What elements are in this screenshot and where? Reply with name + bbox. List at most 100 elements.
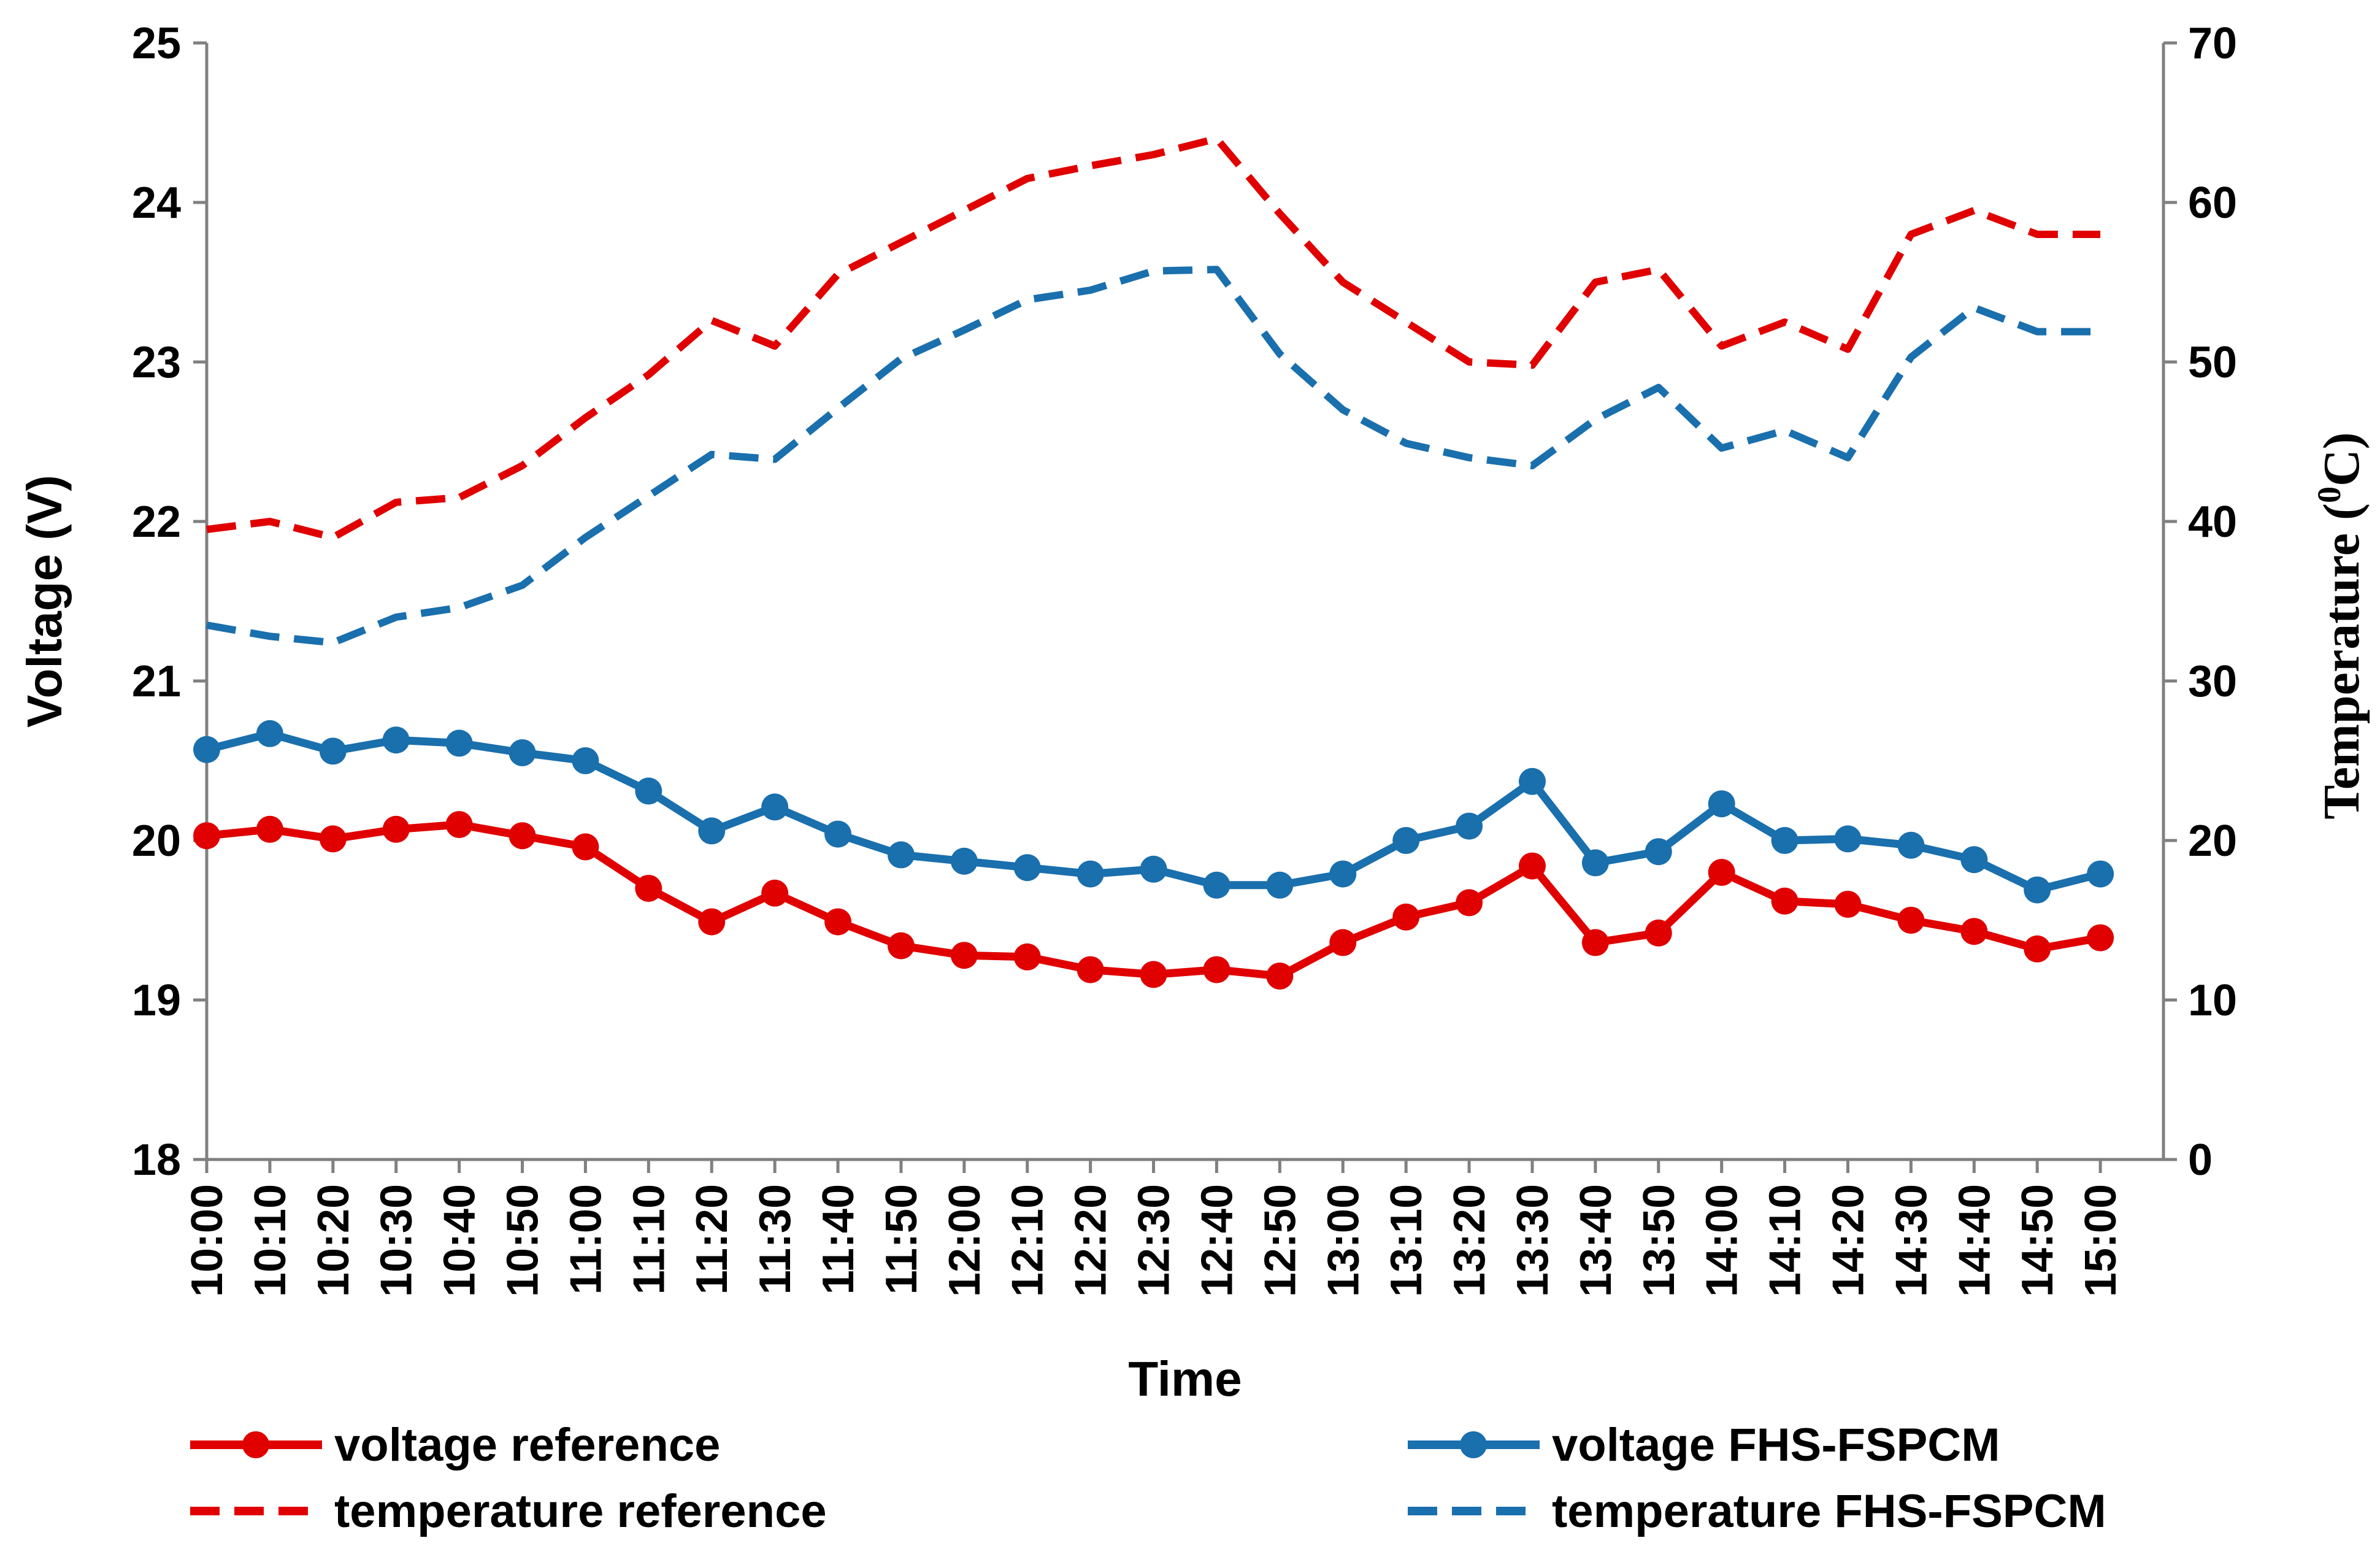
- data-point-voltage-reference: [1013, 943, 1041, 971]
- data-point-voltage-reference: [193, 822, 220, 850]
- data-point-voltage-reference: [1456, 889, 1483, 917]
- right-tick-label: 0: [2188, 1136, 2213, 1185]
- left-tick-label: 24: [132, 179, 181, 228]
- x-tick-label: 13:30: [1508, 1184, 1557, 1297]
- data-point-voltage-reference: [635, 875, 662, 902]
- x-tick-label: 12:30: [1130, 1184, 1179, 1297]
- x-tick-label: 14:30: [1887, 1184, 1936, 1297]
- x-tick-label: 13:40: [1572, 1184, 1621, 1297]
- left-tick-label: 22: [132, 498, 181, 547]
- right-tick-label: 50: [2188, 338, 2237, 387]
- right-tick-label: 60: [2188, 179, 2237, 228]
- data-point-voltage-fhs-fspcm: [1581, 849, 1609, 877]
- data-point-voltage-fhs-fspcm: [2024, 876, 2051, 904]
- left-tick-label: 23: [132, 338, 181, 387]
- x-tick-label: 12:20: [1067, 1184, 1116, 1297]
- data-point-voltage-fhs-fspcm: [1960, 846, 1988, 874]
- data-point-voltage-reference: [2087, 924, 2114, 952]
- right-tick-label: 10: [2188, 976, 2237, 1025]
- data-point-voltage-fhs-fspcm: [635, 777, 662, 805]
- data-point-voltage-reference: [1834, 891, 1862, 918]
- x-tick-label: 12:50: [1256, 1184, 1305, 1297]
- data-point-voltage-fhs-fspcm: [1645, 838, 1672, 866]
- data-point-voltage-reference: [1518, 852, 1546, 880]
- right-tick-label: 40: [2188, 498, 2237, 547]
- data-point-voltage-reference: [445, 811, 473, 838]
- data-point-voltage-reference: [509, 822, 536, 850]
- data-point-voltage-reference: [382, 815, 410, 843]
- x-tick-label: 13:10: [1382, 1184, 1431, 1297]
- data-point-voltage-fhs-fspcm: [319, 737, 347, 765]
- right-tick-label: 30: [2188, 657, 2237, 706]
- data-point-voltage-fhs-fspcm: [1771, 827, 1798, 854]
- x-tick-label: 13:50: [1635, 1184, 1684, 1297]
- data-point-voltage-reference: [1771, 887, 1798, 915]
- data-point-voltage-fhs-fspcm: [1518, 767, 1546, 795]
- left-tick-label: 20: [132, 817, 181, 866]
- right-tick-label: 70: [2188, 19, 2237, 68]
- data-point-voltage-reference: [1266, 963, 1294, 990]
- left-tick-label: 25: [132, 19, 181, 68]
- x-axis-title: Time: [1128, 1352, 1242, 1406]
- data-point-voltage-fhs-fspcm: [1266, 871, 1294, 899]
- left-tick-label: 18: [132, 1136, 181, 1185]
- data-point-voltage-reference: [1203, 956, 1230, 983]
- data-point-voltage-fhs-fspcm: [445, 729, 473, 757]
- data-point-voltage-reference: [824, 908, 852, 936]
- x-tick-label: 15:00: [2076, 1184, 2125, 1297]
- data-point-voltage-fhs-fspcm: [572, 747, 599, 774]
- data-point-voltage-reference: [1645, 919, 1672, 947]
- x-tick-label: 10:50: [499, 1184, 548, 1297]
- data-point-voltage-reference: [1140, 961, 1167, 988]
- x-tick-label: 13:20: [1445, 1184, 1494, 1297]
- x-axis-ticks: 10:00 10:10 10:20 10:30 10:40 10:50 11:00 11:10…: [183, 1160, 2125, 1297]
- data-point-voltage-fhs-fspcm: [761, 793, 789, 821]
- right-axis-title: Temperature (0C): [2311, 432, 2370, 819]
- left-tick-label: 21: [132, 657, 181, 706]
- legend-item-temperature-fhs-fspcm: temperature FHS-FSPCM: [1408, 1485, 2106, 1537]
- data-point-voltage-reference: [1708, 859, 1735, 886]
- left-tick-label: 19: [132, 976, 181, 1025]
- data-point-voltage-reference: [887, 932, 915, 960]
- data-point-voltage-fhs-fspcm: [1834, 825, 1862, 853]
- data-point-voltage-reference: [1077, 956, 1104, 983]
- legend-item-voltage-reference: voltage reference: [190, 1419, 720, 1471]
- data-point-voltage-fhs-fspcm: [2087, 860, 2114, 888]
- x-tick-label: 10:40: [436, 1184, 485, 1297]
- x-tick-label: 14:10: [1761, 1184, 1810, 1297]
- data-point-voltage-reference: [2024, 935, 2051, 963]
- series-line-temperature-reference: [206, 135, 2101, 541]
- data-point-voltage-fhs-fspcm: [1013, 854, 1041, 882]
- right-tick-label: 20: [2188, 817, 2237, 866]
- x-tick-label: 11:30: [751, 1184, 800, 1294]
- x-tick-label: 11:50: [877, 1184, 926, 1294]
- data-point-voltage-reference: [572, 833, 599, 861]
- right-axis-ticks: 0 10 20 30 40 50 60 70: [2163, 19, 2237, 1185]
- x-tick-label: 11:10: [624, 1184, 674, 1294]
- data-point-voltage-fhs-fspcm: [698, 817, 726, 845]
- x-tick-label: 14:40: [1950, 1184, 1999, 1297]
- data-point-voltage-fhs-fspcm: [1203, 871, 1230, 899]
- x-tick-label: 11:40: [814, 1184, 863, 1294]
- x-tick-label: 14:20: [1824, 1184, 1873, 1297]
- legend: voltage reference temperature reference …: [190, 1419, 2106, 1537]
- data-point-voltage-fhs-fspcm: [950, 847, 978, 875]
- data-point-voltage-fhs-fspcm: [1897, 831, 1925, 859]
- x-tick-label: 14:00: [1698, 1184, 1747, 1297]
- data-point-voltage-reference: [256, 815, 283, 843]
- x-tick-label: 12:10: [1004, 1184, 1053, 1297]
- data-point-voltage-fhs-fspcm: [382, 726, 410, 754]
- legend-label-temperature-reference: temperature reference: [334, 1485, 827, 1537]
- data-point-voltage-fhs-fspcm: [1140, 855, 1167, 883]
- x-tick-label: 11:20: [688, 1184, 737, 1294]
- data-point-voltage-fhs-fspcm: [824, 820, 852, 848]
- data-point-voltage-reference: [1392, 903, 1420, 931]
- x-tick-label: 11:00: [561, 1184, 610, 1294]
- x-tick-label: 10:00: [183, 1184, 232, 1297]
- x-tick-label: 10:20: [309, 1184, 358, 1297]
- data-point-voltage-fhs-fspcm: [256, 720, 283, 747]
- x-tick-label: 10:30: [372, 1184, 421, 1297]
- data-point-voltage-fhs-fspcm: [1077, 860, 1104, 888]
- left-axis-ticks: 18 19 20 21 22 23 24 25: [132, 19, 207, 1185]
- data-point-voltage-reference: [1897, 907, 1925, 934]
